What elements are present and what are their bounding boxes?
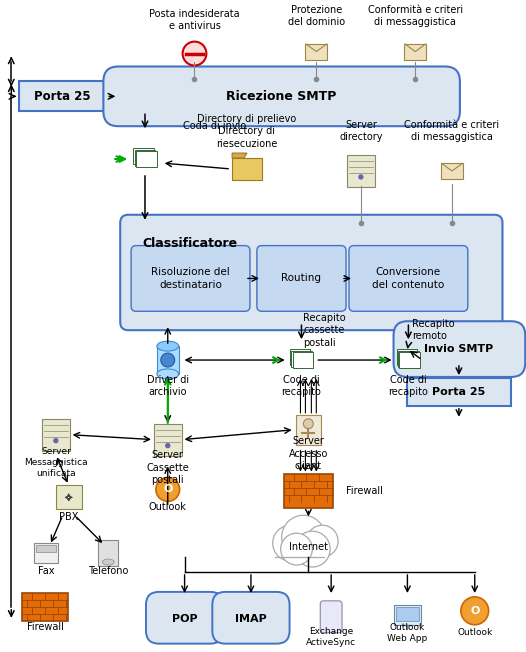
Bar <box>36 545 56 552</box>
FancyBboxPatch shape <box>104 67 460 126</box>
Bar <box>397 349 417 365</box>
Text: IMAP: IMAP <box>235 614 267 624</box>
Circle shape <box>272 526 308 561</box>
Text: Conversione
del contenuto: Conversione del contenuto <box>372 267 444 289</box>
Ellipse shape <box>103 559 114 565</box>
Text: Internet: Internet <box>289 542 328 552</box>
Circle shape <box>304 419 313 429</box>
Bar <box>292 352 313 368</box>
Text: Driver di
archivio: Driver di archivio <box>147 375 189 397</box>
FancyBboxPatch shape <box>393 321 525 377</box>
FancyBboxPatch shape <box>120 215 502 330</box>
Bar <box>284 475 333 509</box>
Bar <box>326 607 336 623</box>
Text: Exchange
ActiveSync: Exchange ActiveSync <box>306 627 356 647</box>
Circle shape <box>281 533 312 565</box>
Text: Coda di invio: Coda di invio <box>183 121 246 131</box>
Bar <box>408 378 511 406</box>
Circle shape <box>161 353 175 367</box>
Bar <box>399 352 420 368</box>
Text: Outlook
Web App: Outlook Web App <box>387 623 428 643</box>
Bar <box>275 543 324 557</box>
Text: Firewall: Firewall <box>346 486 383 496</box>
Circle shape <box>166 443 170 448</box>
Ellipse shape <box>157 341 179 351</box>
Bar <box>441 163 463 179</box>
Text: Code di
recapito: Code di recapito <box>281 375 321 397</box>
Circle shape <box>461 597 489 625</box>
Ellipse shape <box>157 369 179 379</box>
Bar <box>290 349 310 365</box>
Bar <box>133 148 154 164</box>
Bar <box>291 351 312 366</box>
Text: Outlook: Outlook <box>149 502 187 512</box>
Bar <box>154 424 181 456</box>
Text: Routing: Routing <box>281 273 321 284</box>
FancyBboxPatch shape <box>257 246 346 311</box>
Text: Risoluzione del
destinatario: Risoluzione del destinatario <box>151 267 230 289</box>
Bar <box>136 151 157 167</box>
Bar <box>347 155 375 187</box>
Text: Conformità e criteri
di messaggistica: Conformità e criteri di messaggistica <box>404 120 500 142</box>
FancyBboxPatch shape <box>349 246 468 311</box>
Bar <box>396 607 419 621</box>
Polygon shape <box>232 153 247 158</box>
Text: O: O <box>163 484 173 494</box>
Text: Ricezione SMTP: Ricezione SMTP <box>227 90 337 103</box>
Bar <box>98 540 118 566</box>
Bar <box>157 346 179 374</box>
Bar <box>34 543 58 563</box>
Text: POP: POP <box>172 614 197 624</box>
Text: O: O <box>470 606 479 615</box>
Text: Classificatore: Classificatore <box>142 237 237 250</box>
Bar <box>135 149 155 166</box>
Circle shape <box>156 477 180 501</box>
Text: Code di
recapito: Code di recapito <box>389 375 428 397</box>
Bar <box>398 351 419 366</box>
Circle shape <box>359 175 363 179</box>
Text: Outlook: Outlook <box>457 628 492 637</box>
FancyBboxPatch shape <box>213 592 290 644</box>
Text: Protezione
del dominio: Protezione del dominio <box>288 5 345 27</box>
Bar <box>393 605 421 625</box>
Text: Recapito
remoto: Recapito remoto <box>412 319 455 342</box>
Bar <box>306 44 327 59</box>
Circle shape <box>295 531 330 567</box>
FancyBboxPatch shape <box>146 592 223 644</box>
Text: Invio SMTP: Invio SMTP <box>424 344 493 354</box>
Circle shape <box>307 526 338 557</box>
Bar <box>42 419 70 451</box>
Bar <box>232 158 262 180</box>
Text: PBX: PBX <box>59 512 78 522</box>
Bar <box>22 593 68 621</box>
FancyBboxPatch shape <box>320 601 342 632</box>
Text: Fax: Fax <box>38 566 54 576</box>
Text: Recapito
cassette
postali: Recapito cassette postali <box>304 313 346 348</box>
Text: Directory di prelievo
Directory di
riesecuzione: Directory di prelievo Directory di riese… <box>197 113 297 149</box>
Text: Posta indesiderata
e antivirus: Posta indesiderata e antivirus <box>149 8 240 31</box>
Bar <box>296 415 321 445</box>
Text: Server
Accesso
client: Server Accesso client <box>289 436 328 471</box>
Bar <box>19 82 106 111</box>
Text: Telefono: Telefono <box>88 566 128 576</box>
FancyBboxPatch shape <box>131 246 250 311</box>
Text: Firewall: Firewall <box>26 622 64 632</box>
Text: Conformità e criteri
di messaggistica: Conformità e criteri di messaggistica <box>368 5 463 27</box>
Text: Porta 25: Porta 25 <box>432 387 485 397</box>
Circle shape <box>54 439 58 443</box>
Text: Porta 25: Porta 25 <box>35 90 91 103</box>
Bar <box>404 44 426 59</box>
Text: Server
directory: Server directory <box>339 120 382 142</box>
Circle shape <box>281 515 325 559</box>
Circle shape <box>183 42 206 65</box>
Text: Server
Cassette
postali: Server Cassette postali <box>146 450 189 485</box>
Bar <box>56 486 82 509</box>
Text: Server
Messaggistica
unificata: Server Messaggistica unificata <box>24 447 88 478</box>
